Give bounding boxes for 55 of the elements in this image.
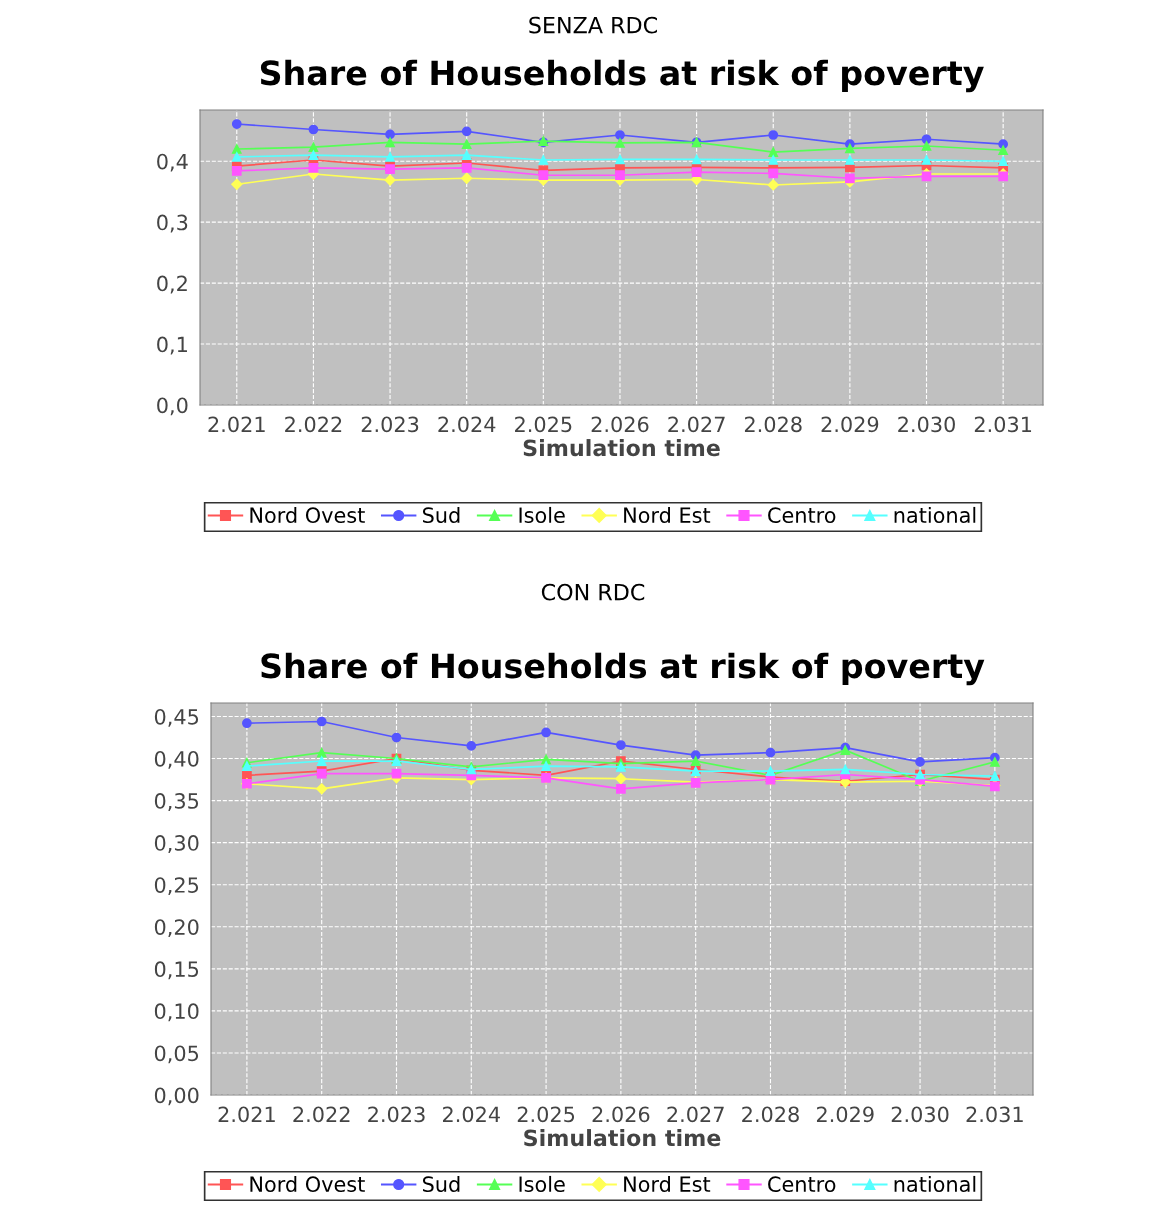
y-tick-label: 0,20 xyxy=(154,919,199,938)
legend-label: Isole xyxy=(519,506,565,524)
y-tick-label: 0,25 xyxy=(154,877,199,896)
x-tick-label: 2.022 xyxy=(285,416,342,433)
y-tick-label: 0,10 xyxy=(154,1003,199,1022)
y-tick-label: 0,2 xyxy=(157,275,187,294)
x-tick-label: 2.028 xyxy=(744,416,802,433)
y-tick-label: 0,05 xyxy=(154,1045,199,1064)
legend-label: Sud xyxy=(422,1175,460,1193)
chart-subtitle: SENZA RDC xyxy=(529,16,657,34)
x-tick-label: 2.026 xyxy=(591,416,649,433)
chart-title: Share of Households at risk of poverty xyxy=(260,59,984,93)
x-tick-label: 2.023 xyxy=(368,1106,425,1123)
legend-label: national xyxy=(894,506,976,524)
x-tick-label: 2.029 xyxy=(821,416,879,433)
x-tick-label: 2.027 xyxy=(667,1106,724,1123)
x-tick-label: 2.030 xyxy=(898,416,955,433)
legend-label: Centro xyxy=(768,1176,836,1193)
x-tick-label: 2.028 xyxy=(742,1106,799,1123)
legend-label: Sud xyxy=(422,506,460,524)
y-tick-label: 0,35 xyxy=(154,793,199,811)
x-tick-label: 2.027 xyxy=(668,416,725,433)
legend-label: Centro xyxy=(768,507,836,524)
y-tick-label: 0,40 xyxy=(154,750,199,769)
y-tick-label: 0,15 xyxy=(154,961,199,980)
legend-label: Nord Est xyxy=(624,1175,711,1193)
x-axis-title: Simulation time xyxy=(523,439,720,457)
y-tick-label: 0,0 xyxy=(157,397,188,416)
x-tick-label: 2.026 xyxy=(592,1106,650,1123)
x-tick-label: 2.024 xyxy=(438,416,496,433)
y-tick-label: 0,3 xyxy=(157,214,188,233)
x-tick-label: 2.029 xyxy=(816,1106,874,1123)
y-tick-label: 0,4 xyxy=(157,153,188,172)
x-tick-label: 2.031 xyxy=(966,1106,1023,1123)
legend-label: national xyxy=(894,1175,976,1193)
legend-label: Nord Ovest xyxy=(250,1175,365,1193)
x-axis-title: Simulation time xyxy=(524,1129,721,1147)
x-tick-label: 2.021 xyxy=(218,1106,275,1123)
x-tick-label: 2.025 xyxy=(515,416,572,433)
legend-label: Isole xyxy=(519,1175,565,1193)
y-tick-label: 0,45 xyxy=(154,708,199,727)
y-tick-label: 0,30 xyxy=(154,835,199,853)
legend-label: Nord Ovest xyxy=(250,506,365,524)
legend-label: Nord Est xyxy=(624,506,711,524)
x-tick-label: 2.030 xyxy=(891,1106,949,1123)
x-tick-label: 2.021 xyxy=(208,416,265,433)
chart-title: Share of Households at risk of poverty xyxy=(261,652,985,686)
x-tick-label: 2.023 xyxy=(361,416,419,433)
x-tick-label: 2.022 xyxy=(293,1106,350,1123)
x-tick-label: 2.025 xyxy=(517,1106,575,1123)
x-tick-label: 2.031 xyxy=(974,416,1032,433)
x-tick-label: 2.024 xyxy=(442,1106,500,1123)
y-tick-label: 0,00 xyxy=(154,1087,199,1106)
chart-subtitle: CON RDC xyxy=(541,583,645,601)
y-tick-label: 0,1 xyxy=(157,336,187,355)
